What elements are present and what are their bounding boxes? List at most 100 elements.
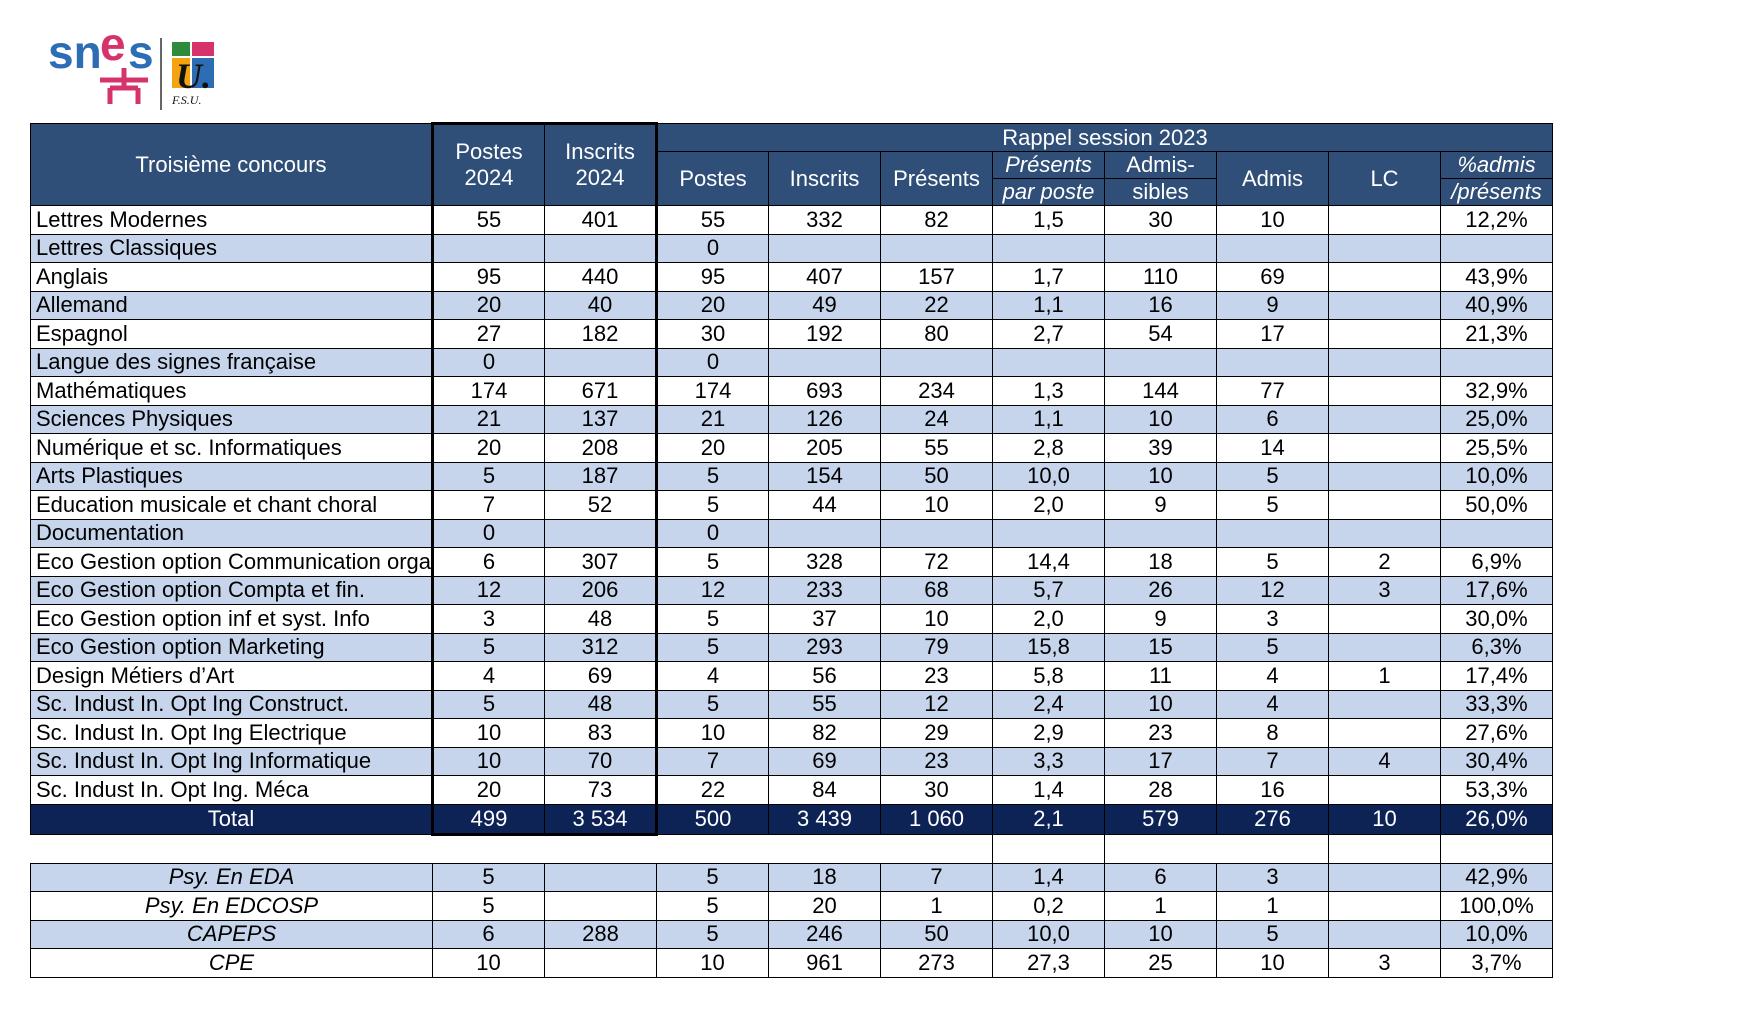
- cell-name: Eco Gestion option inf et syst. Info: [30, 604, 433, 634]
- special-row: CAPEPS 6 288 5 246 50 10,0 10 5 10,0%: [30, 919, 1553, 949]
- cell-pr: [880, 518, 993, 548]
- cell-pct: 53,3%: [1440, 775, 1553, 805]
- cell-p: 21: [656, 404, 769, 434]
- cell-p: 0: [656, 518, 769, 548]
- cell-i: [768, 233, 881, 263]
- cell-i24: [544, 948, 657, 978]
- col-header-pct-l2: /présents: [1440, 178, 1553, 206]
- table-row: Allemand 20 40 20 49 22 1,1 16 9 40,9%: [30, 290, 1553, 320]
- cell-ppp: 2,0: [992, 490, 1105, 520]
- cell-i: 332: [768, 205, 881, 235]
- spacer-cell: [544, 833, 657, 864]
- cell-name: Sc. Indust In. Opt Ing Informatique: [30, 746, 433, 776]
- table-row: Sciences Physiques 21 137 21 126 24 1,1 10 6 25,0…: [30, 404, 1553, 434]
- cell-pct: 33,3%: [1440, 689, 1553, 719]
- cell-lc: [1328, 604, 1441, 634]
- cell-pct: 26,0%: [1440, 803, 1553, 835]
- cell-ppp: 1,4: [992, 775, 1105, 805]
- cell-i24: 671: [544, 376, 658, 406]
- cell-ppp: 1,1: [992, 404, 1105, 434]
- cell-adm: [1104, 233, 1217, 263]
- cell-i24: 401: [544, 205, 658, 235]
- col-header-pct-l1: %admis: [1440, 151, 1553, 179]
- cell-p: 20: [656, 290, 769, 320]
- cell-adm: 25: [1104, 948, 1217, 978]
- cell-name: Anglais: [30, 262, 433, 292]
- col-header-rappel: Rappel session 2023: [656, 123, 1553, 152]
- cell-ppp: 14,4: [992, 547, 1105, 577]
- cell-lc: [1328, 290, 1441, 320]
- cell-ad: [1216, 233, 1329, 263]
- cell-i24: 208: [544, 433, 658, 463]
- cell-pr: 157: [880, 262, 993, 292]
- table-row: Sc. Indust In. Opt Ing Construct. 5 48 5 55 1…: [30, 689, 1553, 719]
- cell-p24: 174: [431, 376, 545, 406]
- col-header-admissibles-l1: Admis-: [1104, 151, 1217, 179]
- total-row: Total 499 3 534 500 3 439 1 060 2,1 579 276 10 26,…: [30, 803, 1553, 836]
- cell-name: Total: [30, 803, 433, 835]
- cell-p: 5: [656, 604, 769, 634]
- cell-lc: 4: [1328, 746, 1441, 776]
- cell-name: Eco Gestion option Communication orga: [30, 547, 433, 577]
- cell-i: [768, 518, 881, 548]
- cell-ppp: 2,4: [992, 689, 1105, 719]
- cell-pct: 42,9%: [1440, 862, 1553, 892]
- cell-p: 95: [656, 262, 769, 292]
- cell-pct: 6,9%: [1440, 547, 1553, 577]
- snes-logo-icon: sn e s U. F.S.U.: [48, 18, 214, 110]
- cell-pct: 3,7%: [1440, 948, 1553, 978]
- spacer-cell: [1104, 833, 1217, 864]
- cell-lc: 3: [1328, 575, 1441, 605]
- cell-p24: 5: [431, 689, 545, 719]
- cell-name: Documentation: [30, 518, 433, 548]
- cell-i: 44: [768, 490, 881, 520]
- cell-ppp: 1,5: [992, 205, 1105, 235]
- cell-p24: 10: [432, 948, 545, 978]
- cell-lc: [1328, 433, 1441, 463]
- cell-pct: 17,6%: [1440, 575, 1553, 605]
- cell-pr: 7: [880, 862, 993, 892]
- cell-i24: 69: [544, 661, 658, 691]
- cell-i24: 40: [544, 290, 658, 320]
- cell-p: 5: [656, 862, 769, 892]
- table-row: Education musicale et chant choral 7 52 5 44…: [30, 490, 1553, 520]
- cell-lc: [1328, 891, 1441, 921]
- cell-ppp: 2,9: [992, 718, 1105, 748]
- cell-ppp: 1,3: [992, 376, 1105, 406]
- table-row: Mathématiques 174 671 174 693 234 1,3 144 77 32,9…: [30, 376, 1553, 406]
- special-row: Psy. En EDA 5 5 18 7 1,4 6 3 42,9%: [30, 862, 1553, 892]
- cell-pr: 1 060: [880, 803, 993, 835]
- cell-i: 192: [768, 319, 881, 349]
- table-row: Eco Gestion option Marketing 5 312 5 293 79 15…: [30, 632, 1553, 662]
- cell-i24: 83: [544, 718, 658, 748]
- fsu-u-text: U.: [176, 56, 211, 96]
- cell-adm: 18: [1104, 547, 1217, 577]
- spacer-cell: [1440, 833, 1553, 864]
- cell-i: [768, 347, 881, 377]
- cell-p: 5: [656, 919, 769, 949]
- cell-adm: 144: [1104, 376, 1217, 406]
- cell-i: 246: [768, 919, 881, 949]
- cell-ppp: 0,2: [992, 891, 1105, 921]
- cell-i: 82: [768, 718, 881, 748]
- cell-i: 20: [768, 891, 881, 921]
- cell-pr: 24: [880, 404, 993, 434]
- cell-i24: 440: [544, 262, 658, 292]
- cell-p24: 5: [431, 461, 545, 491]
- cell-pct: [1440, 347, 1553, 377]
- cell-ad: 3: [1216, 604, 1329, 634]
- cell-pr: 1: [880, 891, 993, 921]
- results-table: Troisième concours Postes 2024 Inscrits …: [30, 122, 1553, 978]
- cell-pct: 25,0%: [1440, 404, 1553, 434]
- cell-ppp: [992, 233, 1105, 263]
- cell-p24: 20: [431, 290, 545, 320]
- cell-ad: 16: [1216, 775, 1329, 805]
- cell-ppp: 2,7: [992, 319, 1105, 349]
- cell-i24: 206: [544, 575, 658, 605]
- cell-ad: 17: [1216, 319, 1329, 349]
- cell-ppp: [992, 347, 1105, 377]
- cell-adm: 110: [1104, 262, 1217, 292]
- cell-ppp: 1,1: [992, 290, 1105, 320]
- cell-ad: 77: [1216, 376, 1329, 406]
- table-row: Langue des signes française 0 0: [30, 347, 1553, 377]
